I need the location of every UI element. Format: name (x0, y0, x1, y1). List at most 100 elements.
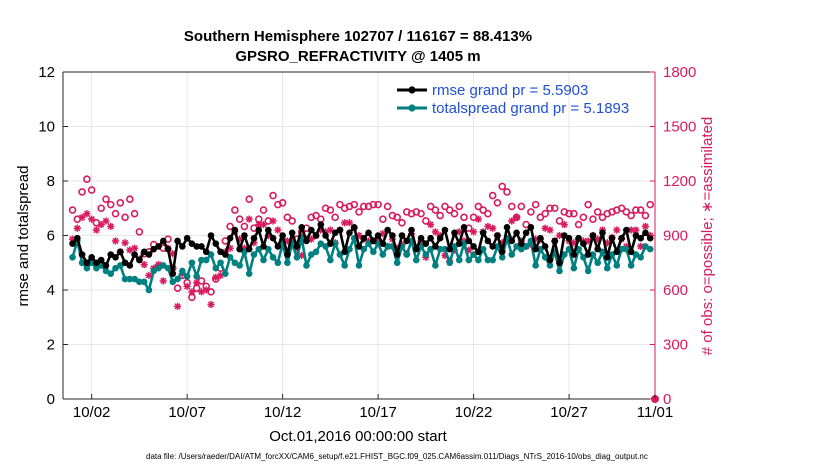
possible-point (245, 195, 253, 203)
rmse-point (74, 234, 81, 242)
rmse-series (69, 221, 654, 277)
rmse-point (250, 234, 258, 242)
x-tick-label: 10/22 (455, 404, 493, 421)
rmse-point (193, 243, 200, 250)
possible-point (97, 204, 105, 213)
rmse-point (479, 229, 487, 237)
assimilated-point (207, 300, 215, 309)
totalspread-point (541, 253, 549, 261)
rmse-point (379, 240, 387, 247)
possible-point (622, 208, 631, 216)
x-axis-label: Oct.01,2016 00:00:00 start (269, 428, 447, 445)
totalspread-point (489, 256, 496, 264)
assimilated-point (489, 224, 497, 232)
y-tick-label: 8 (47, 173, 55, 190)
possible-point (87, 186, 96, 194)
rmse-point (541, 243, 549, 250)
possible-point (126, 195, 134, 203)
rmse-point (451, 229, 458, 237)
rmse-point (637, 234, 644, 242)
totalspread-point (589, 251, 597, 258)
totalspread-point (432, 262, 439, 269)
possible-point (632, 206, 640, 214)
possible-point (235, 215, 244, 223)
assimilated-point (427, 221, 435, 229)
possible-point (393, 213, 401, 222)
possible-point (484, 209, 492, 218)
assimilated-point (474, 215, 482, 223)
rmse-point (336, 226, 344, 234)
rmse-point (83, 259, 91, 267)
rmse-point (136, 256, 143, 264)
rmse-point (393, 251, 401, 258)
y-tick-label: 10 (38, 119, 55, 136)
x-tick-label: 11/01 (637, 404, 673, 421)
totalspread-point (169, 278, 177, 286)
totalspread-point (465, 256, 473, 264)
totalspread-point (183, 273, 191, 280)
totalspread-point (140, 278, 148, 286)
rmse-point (298, 224, 306, 231)
totalspread-point (136, 278, 143, 286)
right-tick-label: 0 (663, 391, 671, 408)
rmse-point (112, 253, 119, 261)
rmse-point (365, 229, 372, 237)
totalspread-point (580, 253, 587, 261)
rmse-point (140, 248, 148, 256)
possible-point (507, 202, 516, 211)
possible-point (417, 209, 425, 218)
right-tick-label: 1800 (663, 64, 696, 81)
possible-point (546, 204, 554, 213)
possible-point (589, 215, 597, 223)
rmse-point (475, 248, 482, 256)
totalspread-point (107, 270, 115, 277)
rmse-point (460, 224, 468, 231)
totalspread-point (603, 264, 611, 272)
rmse-point (279, 232, 286, 239)
rmse-point (565, 234, 573, 242)
totalspread-point (379, 251, 387, 258)
assimilated-point (183, 282, 191, 290)
legend: rmse grand pr = 5.5903 totalspread grand… (397, 82, 629, 117)
totalspread-point (317, 240, 325, 247)
rmse-point (370, 237, 377, 245)
possible-point (536, 213, 545, 222)
assimilated-point (107, 222, 115, 231)
possible-point (331, 213, 339, 222)
totalspread-point (93, 264, 100, 272)
totalspread-point (245, 270, 253, 277)
rmse-point (646, 234, 654, 242)
totalspread-point (637, 253, 644, 261)
rmse-point (236, 245, 243, 253)
totalspread-point (484, 256, 492, 264)
possible-point (240, 222, 249, 231)
totalspread-point (217, 259, 224, 267)
rmse-point (494, 232, 501, 239)
possible-point (379, 215, 387, 223)
possible-point (503, 188, 511, 196)
totalspread-point (126, 275, 134, 283)
totalspread-point (623, 245, 630, 253)
assimilated-point (641, 222, 650, 231)
totalspread-point (236, 262, 243, 269)
rmse-point (570, 251, 578, 258)
x-tick-label: 10/17 (359, 404, 397, 421)
rmse-point (417, 234, 425, 242)
rmse-point (188, 240, 196, 247)
possible-point (474, 202, 483, 211)
totalspread-series (69, 234, 654, 294)
rmse-point (217, 248, 224, 256)
rmse-point (317, 221, 325, 228)
totalspread-point (455, 256, 463, 264)
rmse-point (465, 237, 473, 245)
rmse-point (556, 259, 563, 267)
totalspread-point (269, 253, 277, 261)
assimilated-point (102, 217, 110, 225)
rmse-point (589, 232, 597, 239)
chart-subtitle: GPSRO_REFRACTIVITY @ 1405 m (235, 48, 480, 65)
assimilated-point (245, 215, 253, 223)
assimilated-point (546, 226, 554, 234)
rmse-point (241, 232, 248, 239)
y-tick-label: 6 (47, 228, 55, 245)
rmse-point (537, 234, 544, 242)
